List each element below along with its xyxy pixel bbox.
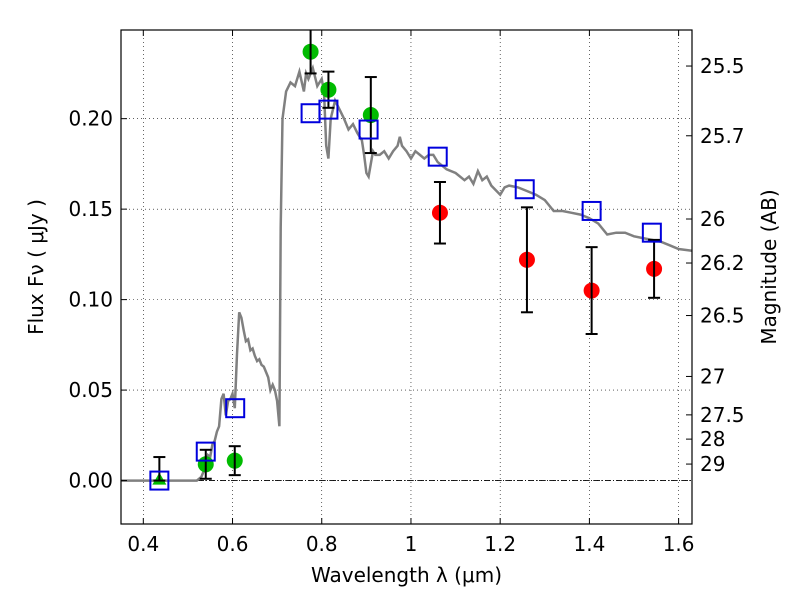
y-tick-label: 0.05 [68,378,113,402]
mag-tick-label: 25.7 [700,124,745,148]
mag-tick-label: 27.5 [700,403,745,427]
x-tick-label: 1.4 [573,532,605,556]
model-photometry-square [225,398,246,419]
x-tick-label: 0.4 [127,532,159,556]
mag-tick-label: 28 [700,427,725,451]
ticks: 0.4 0.6 0.8 1 1.2 1.4 1.6 0.00 0.05 0.10 0.15 0.20 2… [68,30,745,556]
series-layer [121,30,692,491]
model-photometry-square [300,103,321,124]
x-tick-label: 1 [405,532,418,556]
x-tick-label: 1.2 [484,532,516,556]
model-photometry-square [581,200,602,221]
mag-tick-label: 26.2 [700,251,745,275]
model-spectrum-line [121,63,692,482]
mag-tick-label: 27 [700,364,725,388]
mag-tick-label: 25.5 [700,54,745,78]
x-tick-label: 0.6 [217,532,249,556]
y-tick-label: 0.10 [68,288,113,312]
y-tick-label: 0.15 [68,197,113,221]
mag-tick-label: 26 [700,207,725,231]
model-photometry-square [195,441,216,462]
x-tick-label: 1.6 [663,532,695,556]
x-tick-label: 0.8 [306,532,338,556]
model-photometry-square [149,470,170,491]
x-axis-label: Wavelength λ (μm) [311,563,502,587]
right-axis-label: Magnitude (AB) [757,189,781,344]
model-photometry-square [427,146,448,167]
plot-frame [120,29,693,525]
model-photometry-square [641,222,662,243]
y-tick-label: 0.20 [68,107,113,131]
y-tick-label: 0.00 [68,469,113,493]
model-photometry-square [358,119,379,140]
mag-tick-label: 29 [700,452,725,476]
mag-tick-label: 26.5 [700,304,745,328]
model-photometry-square [514,179,535,200]
model-photometry-square [318,99,339,120]
y-axis-label: Flux Fν ( μJy ) [24,199,48,335]
